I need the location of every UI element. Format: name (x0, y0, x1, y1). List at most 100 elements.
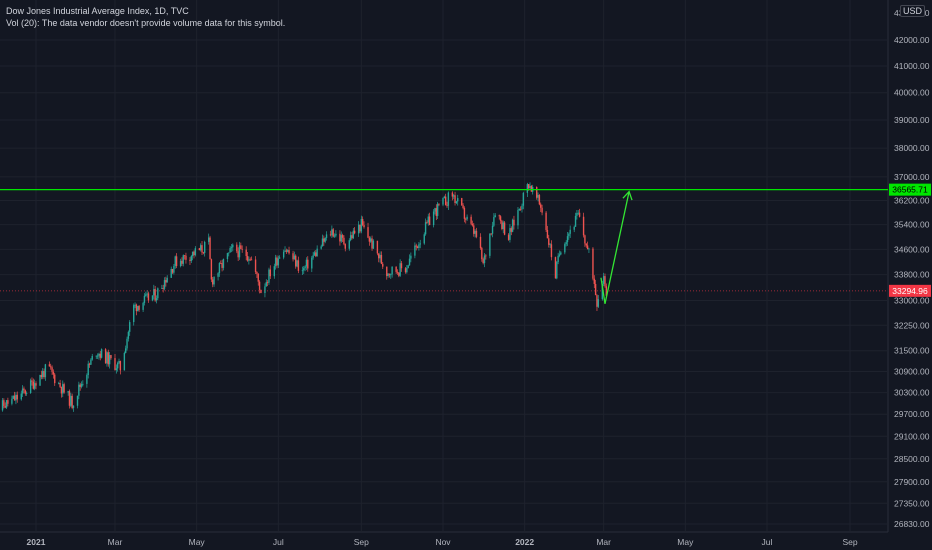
candle-body (31, 380, 33, 382)
candle-body (489, 233, 491, 256)
y-tick-label: 32250.00 (894, 320, 930, 330)
candle-body (564, 244, 566, 253)
x-tick-label: May (189, 537, 206, 547)
candle-body (343, 237, 345, 245)
candle-body (482, 259, 484, 264)
candle-body (127, 331, 130, 339)
candle-body (194, 248, 197, 256)
candle-body (203, 241, 206, 253)
candle-body (601, 283, 604, 300)
candle-body (24, 390, 26, 394)
candle-body (510, 228, 512, 232)
candle-body (549, 244, 551, 246)
candle-body (288, 250, 290, 254)
candle-body (171, 268, 174, 273)
candle-body (390, 274, 392, 276)
candle-body (226, 253, 229, 260)
candle-body (95, 355, 97, 357)
currency-badge[interactable]: USD (900, 5, 926, 17)
candle-body (68, 391, 71, 406)
candle-body (471, 223, 474, 226)
candle-body (530, 185, 533, 192)
candle-body (596, 295, 598, 307)
candle-body (457, 198, 459, 202)
candle-body (286, 250, 289, 252)
candle-body (582, 216, 585, 236)
projection-arrow (604, 191, 630, 304)
candle-body (466, 216, 468, 220)
candle-body (474, 230, 476, 234)
candle-body (585, 243, 587, 246)
candle-body (229, 248, 231, 253)
candle-body (396, 271, 399, 273)
candle-body (170, 268, 172, 278)
candle-body (597, 299, 600, 307)
candle-body (584, 235, 586, 244)
candle-body (568, 233, 570, 237)
candle-body (363, 225, 365, 228)
candle-body (228, 252, 230, 254)
y-tick-label: 29700.00 (894, 409, 930, 419)
candle-body (23, 388, 25, 391)
candle-body (323, 238, 325, 242)
candle-body (13, 395, 16, 401)
candle-body (546, 229, 549, 239)
candle-body (443, 196, 446, 199)
candle-body (138, 305, 140, 310)
candle-body (331, 229, 333, 236)
candle-body (182, 255, 184, 264)
projection-arrow-start (600, 277, 606, 304)
y-tick-label: 30300.00 (894, 388, 930, 398)
candle-body (63, 384, 65, 393)
candle-body (134, 304, 136, 306)
candle-body (246, 256, 249, 261)
candle-body (529, 185, 531, 189)
candle-body (316, 248, 318, 257)
candle-body (67, 391, 69, 393)
candle-body (604, 276, 606, 287)
candle-body (560, 252, 562, 255)
candle-body (577, 212, 579, 214)
candle-body (509, 228, 511, 240)
candle-body (4, 405, 6, 408)
candle-body (588, 248, 590, 250)
candle-body (35, 383, 37, 386)
candle-body (438, 203, 440, 205)
candle-body (353, 230, 356, 234)
candle-body (249, 259, 251, 261)
candle-body (435, 208, 438, 216)
candle-body (191, 251, 194, 257)
x-tick-label: Sep (842, 537, 857, 547)
candle-body (379, 254, 381, 259)
y-tick-label: 37000.00 (894, 172, 930, 182)
candle-body (446, 205, 448, 207)
candle-body (62, 384, 64, 394)
candle-body (99, 353, 101, 358)
candle-body (240, 245, 242, 249)
candle-body (399, 263, 401, 276)
candle-body (250, 259, 253, 261)
candle-body (232, 244, 234, 248)
candle-body (238, 245, 241, 258)
candle-body (213, 276, 215, 285)
y-tick-label: 42000.00 (894, 35, 930, 45)
resistance-price-tag (889, 183, 931, 196)
candle-body (277, 258, 280, 266)
candle-body (96, 355, 99, 357)
y-tick-label: 30900.00 (894, 366, 930, 376)
symbol-title[interactable]: Dow Jones Industrial Average Index, 1D, … (6, 6, 189, 16)
candle-body (519, 208, 522, 210)
candle-body (527, 184, 530, 189)
candle-body (153, 289, 155, 296)
candle-body (340, 235, 342, 242)
candle-body (307, 259, 309, 269)
candle-body (39, 374, 41, 386)
candle-body (408, 258, 411, 266)
candle-body (407, 265, 409, 269)
candle-body (368, 237, 371, 242)
candle-body (451, 192, 454, 197)
candle-body (25, 393, 28, 394)
candle-body (576, 213, 578, 216)
candle-body (566, 236, 569, 243)
